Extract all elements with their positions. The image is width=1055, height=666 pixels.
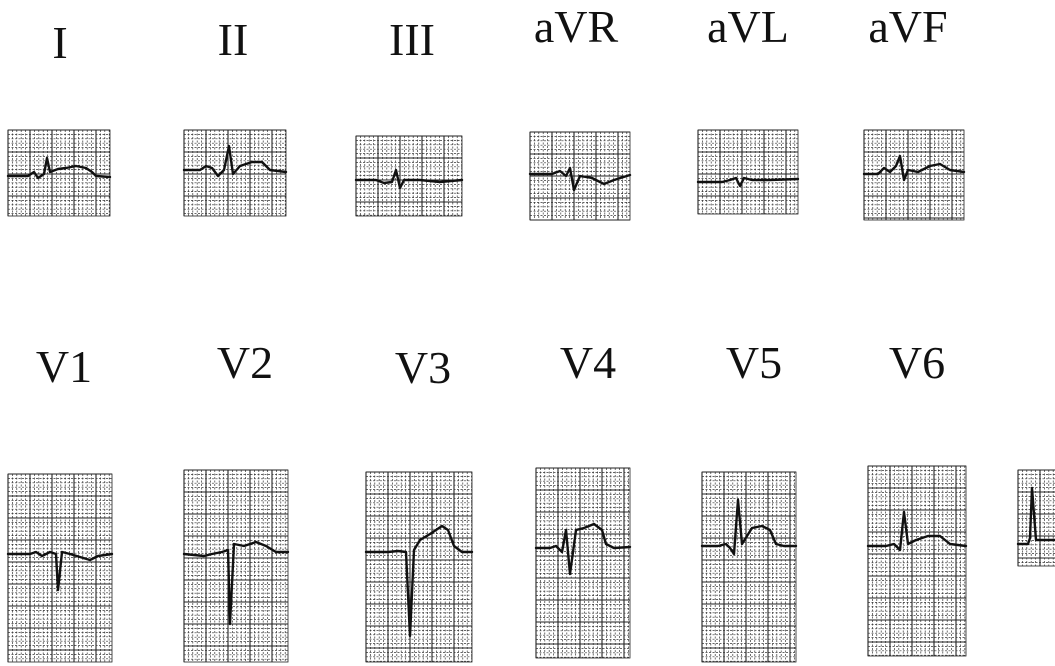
lead-label-V4: V4 (560, 337, 616, 388)
ecg-trace-aVL (696, 176, 800, 188)
lead-label-V6: V6 (889, 337, 945, 388)
ecg-trace-I (6, 156, 112, 180)
ecg-trace-V2 (182, 540, 290, 626)
lead-label-V5: V5 (726, 337, 782, 388)
ecg-trace-V3 (364, 524, 474, 638)
ecg-strip-V2 (183, 469, 289, 663)
grid-paper (535, 467, 631, 659)
lead-label-V3: V3 (395, 342, 451, 393)
grid-paper (697, 129, 799, 215)
ecg-trace-partial (1016, 486, 1055, 546)
ecg-strip-aVL (697, 129, 799, 215)
lead-label-I: I (52, 17, 67, 68)
ecg-trace-II (182, 144, 288, 178)
ecg-strip-partial-cropped (1017, 469, 1055, 567)
lead-label-V2: V2 (217, 337, 273, 388)
ecg-trace-V4 (534, 522, 632, 576)
ecg-strip-I (7, 129, 111, 217)
ecg-trace-V1 (6, 550, 114, 592)
ecg-trace-aVF (862, 154, 966, 182)
ecg-strip-aVF (863, 129, 965, 221)
lead-label-II: II (218, 14, 249, 65)
ecg-strip-III (355, 135, 463, 217)
lead-label-aVL: aVL (707, 1, 789, 52)
ecg-strip-V5 (701, 471, 797, 663)
ecg-strip-V6 (867, 465, 967, 657)
ecg-strip-V3 (365, 471, 473, 663)
lead-label-aVF: aVF (868, 1, 947, 52)
ecg-strip-V4 (535, 467, 631, 659)
grid-paper (701, 471, 797, 663)
lead-label-V1: V1 (36, 341, 92, 392)
ecg-trace-III (354, 168, 464, 190)
ecg-trace-V5 (700, 498, 798, 556)
ecg-trace-aVR (528, 166, 632, 192)
ecg-trace-V6 (866, 510, 968, 552)
lead-label-aVR: aVR (534, 1, 619, 52)
lead-label-III: III (389, 14, 435, 65)
grid-paper (1017, 469, 1055, 567)
